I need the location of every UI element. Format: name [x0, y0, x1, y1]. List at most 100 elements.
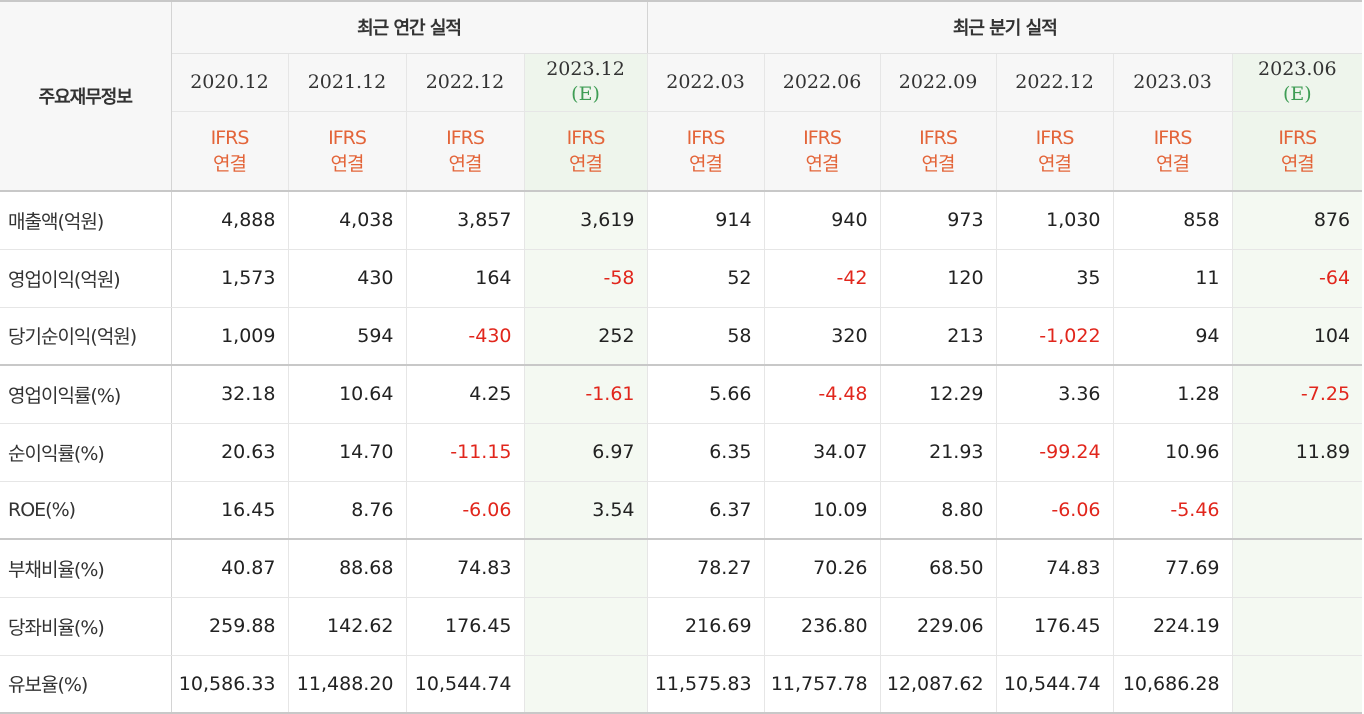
period-header: 2022.12 [406, 53, 525, 112]
period-label: 2023.03 [1133, 70, 1212, 93]
value-cell: 10.96 [1113, 423, 1233, 482]
value-cell: -6.06 [996, 481, 1114, 540]
basis-scope: 연결 [1156, 152, 1190, 175]
value-cell: 32.18 [171, 365, 289, 424]
period-label: 2021.12 [307, 70, 387, 93]
row-label: 순이익률(%) [0, 423, 172, 482]
period-label: 2023.06 [1258, 58, 1337, 80]
basis-standard: IFRS [446, 126, 485, 149]
value-cell: 176.45 [996, 597, 1114, 656]
value-cell: 876 [1232, 191, 1363, 250]
accounting-basis-header: IFRS 연결 [996, 111, 1114, 192]
value-cell: 12.29 [880, 365, 997, 424]
value-cell: 236.80 [764, 597, 881, 656]
value-cell: 594 [288, 307, 407, 366]
period-header: 2022.03 [646, 53, 765, 112]
basis-standard: IFRS [1153, 126, 1193, 149]
value-cell: 10,544.74 [406, 655, 525, 714]
value-cell: 70.26 [764, 539, 881, 598]
quarter-group-header: 최근 분기 실적 [647, 0, 1363, 54]
value-cell: 68.50 [880, 539, 997, 598]
value-cell [1232, 481, 1363, 540]
estimate-mark: (E) [1282, 83, 1312, 105]
table-row: 부채비율(%) 40.87 88.68 74.83 78.27 70.26 68.50 74.… [0, 539, 1363, 598]
period-header: 2023.06 (E) [1232, 53, 1363, 112]
row-label: 매출액(억원) [0, 191, 172, 250]
value-cell: 35 [996, 249, 1114, 308]
basis-scope: 연결 [569, 152, 603, 175]
value-cell [1232, 655, 1363, 714]
value-cell: -5.46 [1113, 481, 1233, 540]
value-cell: -430 [406, 307, 525, 366]
basis-standard: IFRS [803, 126, 842, 149]
accounting-basis-header: IFRS 연결 [288, 111, 407, 192]
value-cell: 8.76 [288, 481, 407, 540]
value-cell: 6.37 [646, 481, 765, 540]
value-cell: -1,022 [996, 307, 1114, 366]
value-cell: 10,686.28 [1113, 655, 1233, 714]
value-cell: 1.28 [1113, 365, 1233, 424]
value-cell: 8.80 [880, 481, 997, 540]
accounting-basis-header: IFRS 연결 [646, 111, 765, 192]
period-header: 2022.09 [880, 53, 997, 112]
value-cell: 3.36 [996, 365, 1114, 424]
period-header: 2021.12 [288, 53, 407, 112]
period-header: 2022.06 [764, 53, 881, 112]
value-cell [524, 539, 648, 598]
table-title: 주요재무정보 [0, 0, 172, 192]
accounting-basis-header: IFRS 연결 [880, 111, 997, 192]
row-label: 영업이익률(%) [0, 365, 172, 424]
basis-standard: IFRS [919, 126, 958, 149]
basis-scope: 연결 [330, 152, 365, 175]
value-cell: 52 [646, 249, 765, 308]
basis-scope: 연결 [921, 152, 956, 175]
row-label: ROE(%) [0, 481, 172, 540]
basis-standard: IFRS [1278, 126, 1317, 149]
value-cell: 176.45 [406, 597, 525, 656]
value-cell: 940 [764, 191, 881, 250]
value-cell: 12,087.62 [880, 655, 997, 714]
value-cell: 3,857 [406, 191, 525, 250]
basis-standard: IFRS [210, 126, 250, 149]
basis-scope: 연결 [805, 152, 840, 175]
value-cell [1232, 539, 1363, 598]
value-cell: 320 [764, 307, 881, 366]
estimate-mark: (E) [571, 83, 600, 105]
value-cell: 858 [1113, 191, 1233, 250]
value-cell: -64 [1232, 249, 1363, 308]
basis-standard: IFRS [328, 126, 367, 149]
table-row: 영업이익률(%) 32.18 10.64 4.25 -1.61 5.66 -4.48 12.2… [0, 365, 1363, 424]
row-label: 유보율(%) [0, 655, 172, 714]
table-row: 유보율(%) 10,586.33 11,488.20 10,544.74 11,575.… [0, 655, 1363, 714]
value-cell: 40.87 [171, 539, 289, 598]
value-cell: 229.06 [880, 597, 997, 656]
value-cell: 78.27 [646, 539, 765, 598]
value-cell: 11,575.83 [646, 655, 765, 714]
value-cell: 11,488.20 [288, 655, 407, 714]
row-label: 당좌비율(%) [0, 597, 172, 656]
value-cell: 10,586.33 [171, 655, 289, 714]
value-cell: 10.64 [288, 365, 407, 424]
value-cell: -7.25 [1232, 365, 1363, 424]
value-cell: 973 [880, 191, 997, 250]
value-cell: 6.35 [646, 423, 765, 482]
period-label: 2022.03 [666, 70, 745, 93]
annual-group-header: 최근 연간 실적 [171, 0, 648, 54]
value-cell: 3.54 [524, 481, 648, 540]
value-cell: 120 [880, 249, 997, 308]
accounting-basis-header: IFRS 연결 [1113, 111, 1233, 192]
period-header: 2023.12 (E) [524, 53, 648, 112]
value-cell: 4,888 [171, 191, 289, 250]
table-row: 순이익률(%) 20.63 14.70 -11.15 6.97 6.35 34.07 21.9… [0, 423, 1363, 482]
value-cell: 5.66 [646, 365, 765, 424]
table-row: ROE(%) 16.45 8.76 -6.06 3.54 6.37 10.09 8.80 -6.… [0, 481, 1363, 540]
value-cell: 3,619 [524, 191, 648, 250]
value-cell: 4.25 [406, 365, 525, 424]
value-cell: 252 [524, 307, 648, 366]
value-cell: -4.48 [764, 365, 881, 424]
value-cell: 224.19 [1113, 597, 1233, 656]
value-cell: 14.70 [288, 423, 407, 482]
value-cell: -6.06 [406, 481, 525, 540]
value-cell [1232, 597, 1363, 656]
